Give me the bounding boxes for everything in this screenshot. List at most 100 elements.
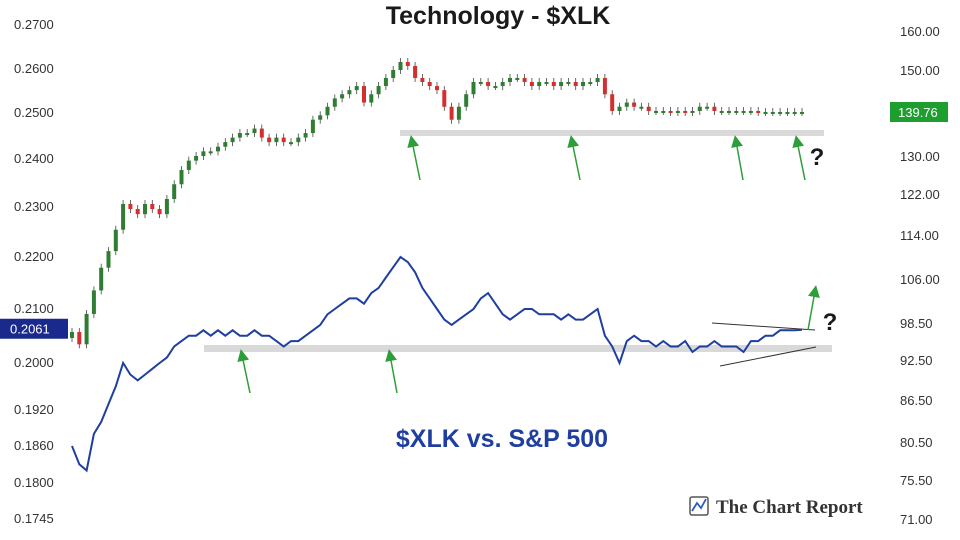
arrow-icon [385,349,398,394]
candle-up [216,146,220,152]
candle-down [150,203,155,210]
candle-up [748,110,753,113]
candle-up [194,156,199,161]
candle-down [683,110,688,113]
candle-up [566,82,571,85]
candle-up [778,112,783,114]
candle-up [537,82,542,87]
ratio-last-value-label: 0.2061 [10,322,50,337]
arrow-icon [567,135,581,181]
candle-up [106,251,111,268]
price-tick-label: 92.50 [900,353,933,368]
candle-up [369,94,374,103]
candle-up [471,82,476,95]
price-last-value-badge [890,102,948,122]
candle-down [281,137,286,143]
candle-up [515,77,520,80]
arrow-icon [792,135,806,181]
support-arrows [237,135,820,394]
candle-up [113,229,118,252]
candle-up [303,133,308,138]
price-support-zone [400,130,824,136]
candle-down [449,106,454,120]
ratio-tick-label: 0.1800 [14,475,54,490]
chart-title: Technology - $XLK [386,2,611,30]
ratio-axis: 0.2700 0.2600 0.2500 0.2400 0.2300 0.2200 0.21… [0,17,68,526]
candle-down [362,86,366,103]
candle-up [493,86,498,89]
price-tick-label: 86.50 [900,393,933,408]
candle-up [624,102,629,107]
candle-up [792,112,797,114]
candle-down [413,65,418,78]
ratio-tick-label: 0.2500 [14,105,54,120]
candle-down [573,82,578,87]
candle-up [186,160,191,170]
candle-up [208,151,213,154]
candle-up [325,106,330,116]
candle-up [800,112,804,114]
candle-down [712,106,717,111]
candle-up [734,110,739,113]
price-candles [70,57,804,349]
candle-up [398,61,403,70]
ratio-line [71,255,803,473]
candle-down [522,77,527,83]
candle-up [172,184,177,199]
candle-down [77,332,82,345]
arrow-icon [807,285,820,331]
candle-up [763,112,768,114]
candle-up [230,137,235,143]
candle-down [157,209,162,215]
ratio-tick-label: 0.2400 [14,151,54,166]
price-tick-label: 160.00 [900,24,940,39]
candle-up [690,110,695,113]
candle-down [420,77,425,83]
candle-down [259,128,264,138]
candle-down [427,82,432,87]
price-tick-label: 80.50 [900,435,933,450]
candle-down [602,77,607,95]
candle-up [70,332,74,338]
price-last-value-label: 139.76 [898,105,938,120]
price-tick-label: 106.00 [900,272,940,287]
candle-up [617,106,622,111]
candle-down [486,82,491,87]
candle-up [661,110,666,113]
candle-up [245,133,250,136]
candle-up [143,203,147,215]
candle-up [252,128,257,134]
candle-up [179,169,184,185]
candle-down [435,86,439,91]
ratio-tick-label: 0.2700 [14,17,54,32]
arrow-icon [237,349,251,394]
candle-up [237,133,242,138]
price-tick-label: 75.50 [900,473,933,488]
ratio-tick-label: 0.1920 [14,402,54,417]
candle-up [705,106,710,109]
ratio-question-mark: ? [823,309,838,336]
ratio-tick-label: 0.1745 [14,511,54,526]
candle-down [128,203,133,210]
candle-up [639,106,644,109]
price-axis: 160.00 150.00 139.76 130.00 122.00 114.00 106.… [890,24,948,527]
price-tick-label: 71.00 [900,512,933,527]
candle-up [99,267,104,291]
candle-down [267,137,272,143]
candle-up [391,70,396,78]
ratio-support-zone [204,345,832,352]
candle-up [84,313,89,345]
ratio-tick-label: 0.2300 [14,199,54,214]
price-tick-label: 122.00 [900,187,940,202]
ratio-tick-label: 0.1860 [14,438,54,453]
brand-logo: The Chart Report [689,496,863,518]
candle-down [551,82,556,87]
ratio-last-value-badge [0,318,68,339]
candle-up [121,203,126,230]
candle-up [654,110,658,113]
candle-up [340,94,345,99]
candle-up [296,137,301,143]
candle-up [697,106,702,111]
candle-up [581,82,585,87]
